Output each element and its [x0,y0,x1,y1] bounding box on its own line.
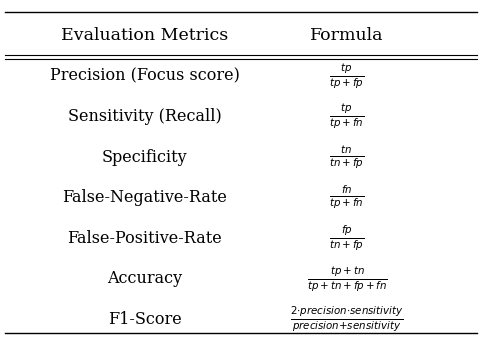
Text: $\frac{\mathit{fp}}{\mathit{tn}+\mathit{fp}}$: $\frac{\mathit{fp}}{\mathit{tn}+\mathit{… [330,224,364,253]
Text: Formula: Formula [310,27,384,44]
Text: Sensitivity (Recall): Sensitivity (Recall) [68,108,221,125]
Text: $\frac{\mathit{tp}+\mathit{tn}}{\mathit{tp}+\mathit{tn}+\mathit{fp}+\mathit{fn}}: $\frac{\mathit{tp}+\mathit{tn}}{\mathit{… [307,264,388,293]
Text: False-Negative-Rate: False-Negative-Rate [62,189,227,206]
Text: Accuracy: Accuracy [107,270,182,287]
Text: Evaluation Metrics: Evaluation Metrics [61,27,228,44]
Text: $\frac{\mathit{tp}}{\mathit{tp}+\mathit{fn}}$: $\frac{\mathit{tp}}{\mathit{tp}+\mathit{… [330,102,364,131]
Text: False-Positive-Rate: False-Positive-Rate [67,230,222,247]
Text: $\frac{\mathit{tp}}{\mathit{tp}+\mathit{fp}}$: $\frac{\mathit{tp}}{\mathit{tp}+\mathit{… [330,62,364,91]
Text: F1-Score: F1-Score [107,311,182,328]
Text: $\frac{2{\cdot}precision{\cdot}sensitivity}{precision{+}sensitivity}$: $\frac{2{\cdot}precision{\cdot}sensitivi… [290,305,404,334]
Text: $\frac{\mathit{fn}}{\mathit{tp}+\mathit{fn}}$: $\frac{\mathit{fn}}{\mathit{tp}+\mathit{… [330,184,364,211]
Text: Specificity: Specificity [102,149,187,166]
Text: $\frac{\mathit{tn}}{\mathit{tn}+\mathit{fp}}$: $\frac{\mathit{tn}}{\mathit{tn}+\mathit{… [330,144,364,171]
Text: Precision (Focus score): Precision (Focus score) [50,68,240,84]
